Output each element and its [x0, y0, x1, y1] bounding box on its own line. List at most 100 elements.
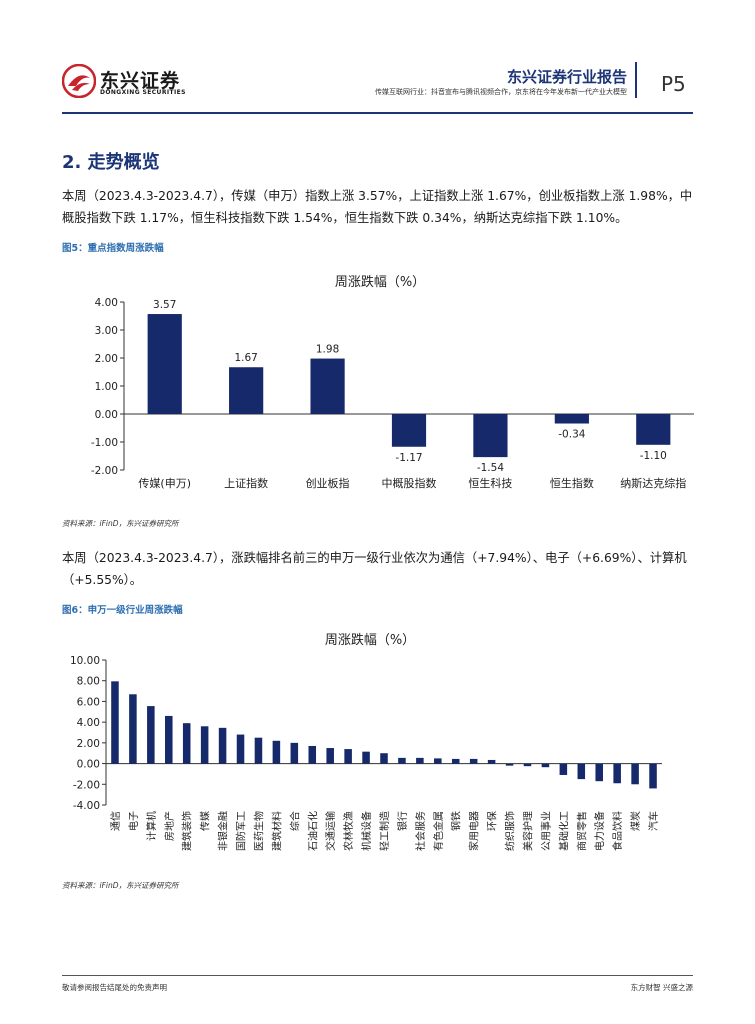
x-tick-label: 传媒	[200, 811, 212, 831]
bar	[290, 742, 299, 764]
data-label: 3.57	[153, 299, 176, 311]
x-tick-label: 电力设备	[593, 811, 606, 851]
logo-mark-icon	[61, 63, 97, 99]
y-tick-label: -4.00	[73, 800, 100, 812]
figure-6-label: 图6：申万一级行业周涨跌幅	[62, 605, 183, 616]
bar	[236, 734, 245, 764]
x-tick-label: 建筑材料	[270, 811, 283, 851]
x-tick-label: 钢铁	[450, 811, 463, 831]
bar	[380, 753, 388, 764]
bar	[200, 726, 209, 764]
figure-5-source: 资料来源：iFinD，东兴证券研究所	[62, 519, 179, 528]
x-tick-label: 非银金融	[217, 811, 230, 851]
bar	[129, 694, 137, 764]
data-label: -1.10	[640, 450, 667, 462]
bar	[541, 763, 550, 768]
bar	[254, 737, 263, 764]
x-tick-label: 煤炭	[629, 811, 642, 831]
bar	[473, 414, 508, 458]
data-label: -1.54	[477, 462, 504, 474]
footer-slogan: 东方财智 兴盛之源	[630, 983, 693, 992]
header-divider	[635, 62, 637, 98]
paragraph-index-summary: 本周（2023.4.3-2023.4.7），传媒（申万）指数上涨 3.57%，上…	[62, 189, 693, 225]
x-tick-label: 医药生物	[252, 811, 265, 851]
chart-title: 周涨跌幅（%）	[325, 632, 415, 648]
bar	[523, 763, 532, 767]
y-tick-label: -1.00	[91, 437, 118, 449]
footer-rule	[62, 975, 693, 976]
bar	[147, 706, 155, 764]
bar	[229, 367, 264, 414]
bar	[631, 763, 639, 785]
header-rule	[62, 112, 693, 114]
x-tick-label: 建筑装饰	[181, 811, 194, 851]
x-tick-label: 传媒(申万)	[138, 477, 191, 490]
y-tick-label: 3.00	[95, 325, 118, 337]
bar	[111, 681, 119, 764]
data-label: 1.67	[234, 352, 257, 364]
bar	[649, 763, 657, 789]
x-tick-label: 电子	[127, 811, 140, 831]
x-tick-label: 基础化工	[557, 811, 570, 851]
x-tick-label: 纺织服饰	[504, 811, 517, 851]
bar	[218, 727, 227, 764]
bar	[613, 763, 621, 784]
x-tick-label: 通信	[110, 811, 122, 831]
bar	[434, 758, 442, 764]
bar	[505, 763, 514, 766]
x-tick-label: 恒生科技	[468, 476, 512, 490]
x-tick-label: 食品饮料	[611, 811, 624, 851]
page-number: P5	[661, 72, 686, 96]
x-tick-label: 国防军工	[235, 811, 248, 851]
x-tick-label: 银行	[396, 811, 409, 831]
y-tick-label: 0.00	[77, 759, 100, 771]
report-type: 东兴证券行业报告	[506, 68, 627, 86]
industry-weekly-change-chart: 周涨跌幅（%） 10.00 8.00 6.00 4.00 2.00 0.00 -2.00 -4.…	[70, 632, 662, 851]
x-tick-label: 中概股指数	[382, 476, 437, 490]
x-tick-label: 计算机	[145, 811, 158, 841]
x-tick-label: 环保	[486, 811, 499, 831]
figure-6-source: 资料来源：iFinD，东兴证券研究所	[62, 881, 179, 890]
x-tick-label: 农林牧渔	[342, 811, 355, 851]
y-tick-label: 6.00	[77, 696, 100, 708]
x-tick-label: 美容护理	[521, 811, 534, 851]
bar	[416, 757, 424, 764]
y-tick-label: 2.00	[77, 738, 100, 750]
x-tick-label: 商贸零售	[575, 811, 588, 851]
x-tick-label: 恒生指数	[550, 476, 594, 490]
bar	[559, 763, 568, 775]
bar	[636, 414, 671, 445]
bar	[310, 358, 345, 414]
bar	[362, 751, 370, 764]
bar	[391, 414, 427, 447]
bar	[469, 758, 478, 764]
x-tick-label: 公用事业	[539, 811, 552, 851]
bar	[344, 749, 352, 764]
logo-subtitle: DONGXING SECURITIES	[100, 89, 186, 96]
logo	[61, 63, 97, 99]
chart-title: 周涨跌幅（%）	[335, 274, 425, 290]
bar	[398, 757, 406, 764]
data-label: 1.98	[316, 344, 339, 356]
data-label: -0.34	[558, 429, 585, 441]
bar	[165, 715, 173, 764]
data-label: -1.17	[395, 452, 422, 464]
y-tick-label: 1.00	[95, 381, 118, 393]
x-tick-label: 汽车	[647, 811, 660, 831]
y-tick-label: -2.00	[91, 465, 118, 477]
figure-5-label: 图5：重点指数周涨跌幅	[62, 243, 164, 254]
y-tick-label: 2.00	[95, 353, 118, 365]
bar	[487, 759, 496, 764]
bar	[182, 723, 191, 764]
x-tick-label: 有色金属	[432, 811, 445, 851]
x-tick-label: 石油石化	[306, 811, 319, 851]
paragraph-industry-summary: 本周（2023.4.3-2023.4.7），涨跌幅排名前三的申万一级行业依次为通…	[62, 551, 687, 587]
x-tick-label: 纳斯达克综指	[620, 476, 686, 490]
x-tick-label: 轻工制造	[378, 811, 391, 851]
y-tick-label: 4.00	[77, 717, 100, 729]
x-tick-label: 社会服务	[414, 811, 427, 851]
bar	[451, 758, 460, 764]
y-tick-label: -2.00	[73, 779, 100, 791]
bar	[554, 414, 589, 424]
bar	[308, 745, 317, 764]
